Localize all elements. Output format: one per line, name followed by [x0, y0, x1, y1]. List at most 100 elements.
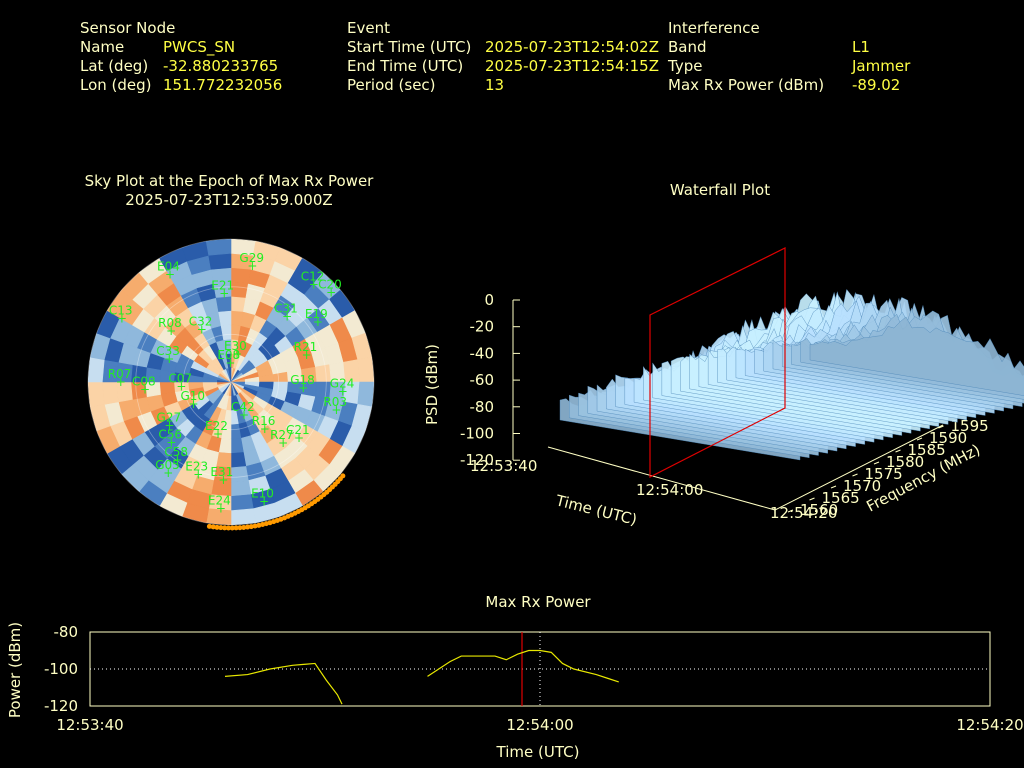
skyplot-edge-marker: [256, 522, 262, 528]
waterfall-z-tick-label: -120: [460, 451, 494, 469]
satellite-marker: +: [232, 347, 242, 361]
skyplot-cell: [357, 356, 374, 383]
period-label: Period (sec): [347, 76, 436, 94]
max-power-value: -89.02: [852, 76, 901, 94]
skyplot-cell: [230, 508, 257, 525]
waterfall-time-axis: [547, 446, 776, 511]
satellite-marker: +: [163, 466, 173, 480]
satellite-label: C32: [189, 315, 213, 329]
satellite-marker: +: [116, 375, 126, 389]
type-value: Jammer: [852, 57, 911, 75]
waterfall-z-tick-label: 0: [484, 291, 494, 309]
waterfall-y-tick-label: 1565: [822, 489, 860, 507]
lat-value: -32.880233765: [163, 57, 279, 75]
satellite-label: C56: [158, 428, 182, 442]
skyplot-grid-ring: [182, 333, 280, 431]
lon-label: Lon (deg): [80, 76, 152, 94]
waterfall-title: Waterfall Plot: [669, 181, 771, 199]
satellite-label: G29: [239, 251, 264, 265]
end-time-value: 2025-07-23T12:54:15Z: [485, 57, 659, 75]
satellite-label: C12: [301, 270, 325, 284]
period-value: 13: [485, 76, 505, 94]
waterfall-y-tick: [830, 485, 837, 489]
power-chart-title: Max Rx Power: [485, 593, 591, 611]
satellite-marker: +: [166, 436, 176, 450]
satellite-label: C42: [231, 400, 255, 414]
power-series-line: [427, 649, 619, 683]
satellite-marker: +: [298, 381, 308, 395]
satellite-marker: +: [172, 453, 182, 467]
waterfall-y-tick: [895, 449, 901, 453]
satellite-label: E10: [251, 487, 274, 501]
satellite-marker: +: [176, 379, 186, 393]
waterfall-freq-axis: [774, 424, 944, 511]
satellite-marker: +: [259, 495, 269, 509]
satellite-label: G05: [155, 458, 180, 472]
band-label: Band: [668, 38, 707, 56]
skyplot-edge-marker: [245, 524, 251, 530]
skyplot-edge-marker: [218, 525, 224, 531]
satellite-marker: +: [331, 403, 341, 417]
power-y-tick-label: -120: [44, 697, 78, 715]
satellite-label: E19: [305, 307, 328, 321]
satellite-marker: +: [239, 408, 249, 422]
skyplot-cell: [205, 239, 232, 256]
satellite-marker: +: [164, 352, 174, 366]
satellite-marker: +: [165, 419, 175, 433]
waterfall-y-tick-label: 1590: [929, 429, 967, 447]
skyplot-grid-ring: [87, 238, 375, 526]
waterfall-y-tick: [852, 473, 858, 477]
satellite-label: E24: [208, 494, 231, 508]
waterfall-y-tick-label: 1560: [800, 501, 838, 519]
satellite-marker: +: [219, 286, 229, 300]
waterfall-z-tick-label: -20: [470, 318, 495, 336]
satellite-label: E22: [205, 419, 228, 433]
satellite-label: C58: [164, 445, 188, 459]
skyplot-edge-marker: [248, 524, 254, 530]
satellite-marker: +: [216, 502, 226, 516]
waterfall-surface: [559, 288, 1024, 461]
satellite-marker: +: [117, 311, 127, 325]
satellite-label: C13: [109, 303, 133, 317]
waterfall-x-tick-label: 12:54:00: [636, 481, 703, 499]
satellite-label: G24: [330, 377, 355, 391]
satellite-marker: +: [313, 315, 323, 329]
satellite-marker: +: [166, 324, 176, 338]
satellite-label: R27: [270, 428, 294, 442]
satellite-marker: +: [309, 278, 319, 292]
interference-title: Interference: [668, 19, 760, 37]
waterfall-ridge: [809, 316, 1024, 396]
skyplot-edge-marker: [229, 525, 235, 531]
end-time-label: End Time (UTC): [347, 57, 464, 75]
sensor-node-title: Sensor Node: [80, 19, 176, 37]
satellite-marker: +: [338, 385, 348, 399]
satellite-label: C08: [132, 375, 156, 389]
lon-value: 151.772232056: [163, 76, 283, 94]
waterfall-z-tick-label: -60: [470, 371, 495, 389]
satellite-marker: +: [188, 397, 198, 411]
band-value: L1: [852, 38, 870, 56]
satellite-label: C33: [156, 344, 180, 358]
satellite-label: C07: [168, 371, 192, 385]
waterfall-y-tick: [916, 437, 923, 441]
skyplot-edge-marker: [260, 522, 266, 528]
lat-label: Lat (deg): [80, 57, 149, 75]
skyplot-edge-marker: [210, 524, 216, 530]
satellite-marker: +: [213, 427, 223, 441]
skyplot-edge-marker: [252, 523, 258, 529]
waterfall-z-tick-label: -80: [470, 398, 495, 416]
power-ylabel: Power (dBm): [6, 622, 24, 718]
power-series-line: [224, 662, 343, 705]
satellite-label: G27: [157, 411, 182, 425]
satellite-label: C21: [286, 423, 310, 437]
skyplot-edge-marker: [214, 524, 220, 530]
max-power-label: Max Rx Power (dBm): [668, 76, 825, 94]
satellite-marker: +: [225, 356, 235, 370]
power-x-tick-label: 12:54:00: [506, 716, 573, 734]
skyplot-edge-marker: [241, 524, 247, 530]
satellite-label: E08: [217, 348, 240, 362]
satellite-label: R07: [108, 367, 132, 381]
waterfall-y-tick: [873, 461, 880, 465]
